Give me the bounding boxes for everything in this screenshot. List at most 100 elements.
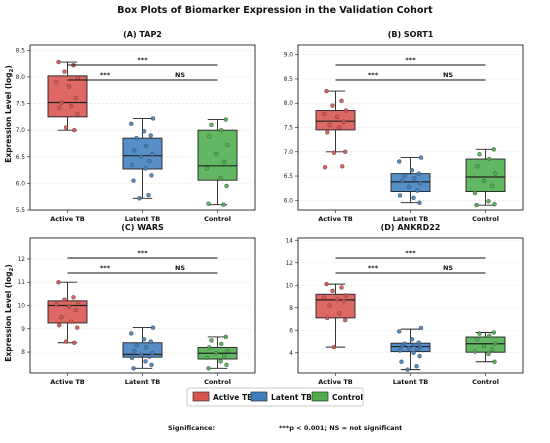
y-tick-label: 14: [286, 238, 294, 244]
y-tick-label: 10: [18, 304, 26, 310]
data-point: [138, 352, 144, 358]
data-point: [330, 103, 335, 108]
panel-title: (A) TAP2: [123, 30, 162, 39]
box-1: [47, 75, 88, 118]
ylabel-main: Expression Level (log: [4, 73, 13, 163]
ylabel-close: ): [4, 65, 13, 68]
data-point: [343, 293, 349, 298]
data-point: [147, 354, 152, 359]
box-3: [465, 158, 506, 193]
y-tick-label: 8.0: [284, 101, 294, 107]
data-point: [397, 193, 403, 198]
data-point: [493, 341, 498, 346]
y-tick-label: 6.5: [16, 155, 26, 161]
y-tick-label: 4: [289, 351, 293, 357]
y-tick-label: 9: [21, 327, 25, 333]
data-point: [475, 337, 480, 342]
data-point: [56, 280, 61, 285]
data-point: [491, 147, 496, 152]
chart-panel-4: (D) ANKRD22 4 6 8 10 12 14 Active TB Latent TB Co…: [286, 223, 524, 386]
data-point: [143, 166, 148, 171]
data-point: [409, 168, 415, 173]
data-point: [204, 355, 210, 361]
y-tick-label: 6.5: [284, 174, 294, 180]
box-1: [47, 300, 88, 324]
data-point: [129, 162, 135, 167]
data-point: [400, 178, 405, 184]
legend-swatch-active: [192, 391, 210, 402]
data-point: [418, 325, 424, 331]
data-point: [325, 315, 330, 321]
data-point: [418, 155, 424, 160]
data-point: [481, 343, 487, 349]
y-tick-label: 11: [18, 280, 26, 286]
data-point: [138, 154, 144, 159]
data-point: [417, 200, 422, 205]
data-point: [477, 331, 482, 336]
data-point: [72, 127, 77, 133]
data-point: [132, 148, 137, 153]
x-tick-label: Active TB: [50, 378, 85, 386]
ylabel-sub: 2: [9, 268, 15, 272]
data-point: [69, 319, 74, 324]
y-tick-label: 10: [286, 283, 294, 289]
data-point: [324, 88, 329, 94]
data-point: [132, 348, 137, 354]
data-point: [131, 178, 136, 183]
data-point: [418, 344, 423, 350]
data-point: [75, 299, 81, 305]
x-tick-label: Active TB: [318, 378, 353, 386]
x-tick-label: Control: [204, 215, 231, 223]
data-point: [341, 119, 346, 124]
data-point: [412, 342, 417, 348]
data-point: [75, 111, 80, 117]
y-axis-label-top: Expression Level (log2): [4, 65, 15, 163]
data-point: [54, 80, 59, 85]
chart-panel-3: (C) WARS 8 9 10 11 12 Active TB Latent TB Contro…: [18, 223, 256, 386]
data-point: [143, 359, 148, 364]
data-point: [150, 116, 156, 121]
data-point: [472, 349, 478, 354]
data-point: [474, 202, 479, 208]
ylabel-close: ): [4, 264, 13, 267]
y-tick-label: 8.5: [16, 48, 26, 54]
data-point: [207, 134, 212, 139]
data-point: [224, 183, 229, 189]
data-point: [150, 351, 155, 356]
data-point: [219, 341, 224, 347]
data-point: [222, 353, 227, 358]
data-point: [129, 355, 135, 361]
data-point: [331, 344, 337, 350]
data-point: [149, 173, 154, 178]
data-point: [334, 114, 340, 120]
data-point: [327, 303, 332, 308]
data-point: [63, 125, 69, 130]
x-tick-label: Control: [472, 378, 499, 386]
data-point: [134, 135, 139, 141]
data-point: [491, 330, 496, 335]
data-point: [412, 176, 417, 181]
data-point: [207, 345, 212, 350]
data-point: [399, 359, 404, 364]
legend-label-control: Control: [332, 393, 363, 402]
data-point: [218, 175, 223, 181]
data-point: [406, 346, 412, 351]
x-tick-label: Latent TB: [125, 378, 160, 386]
data-point: [206, 201, 211, 206]
data-point: [337, 311, 342, 316]
data-point: [221, 202, 226, 207]
data-point: [331, 150, 337, 155]
y-tick-label: 6: [289, 328, 293, 334]
y-tick-label: 7.5: [16, 102, 26, 108]
data-point: [213, 351, 219, 356]
y-tick-label: 12: [18, 257, 26, 263]
data-point: [59, 314, 64, 320]
data-point: [219, 127, 224, 133]
data-point: [204, 166, 210, 171]
significance-label: ***: [137, 56, 148, 64]
data-point: [66, 84, 72, 89]
data-point: [409, 337, 415, 342]
data-point: [71, 295, 76, 300]
data-point: [225, 348, 230, 354]
x-tick-label: Latent TB: [393, 378, 428, 386]
